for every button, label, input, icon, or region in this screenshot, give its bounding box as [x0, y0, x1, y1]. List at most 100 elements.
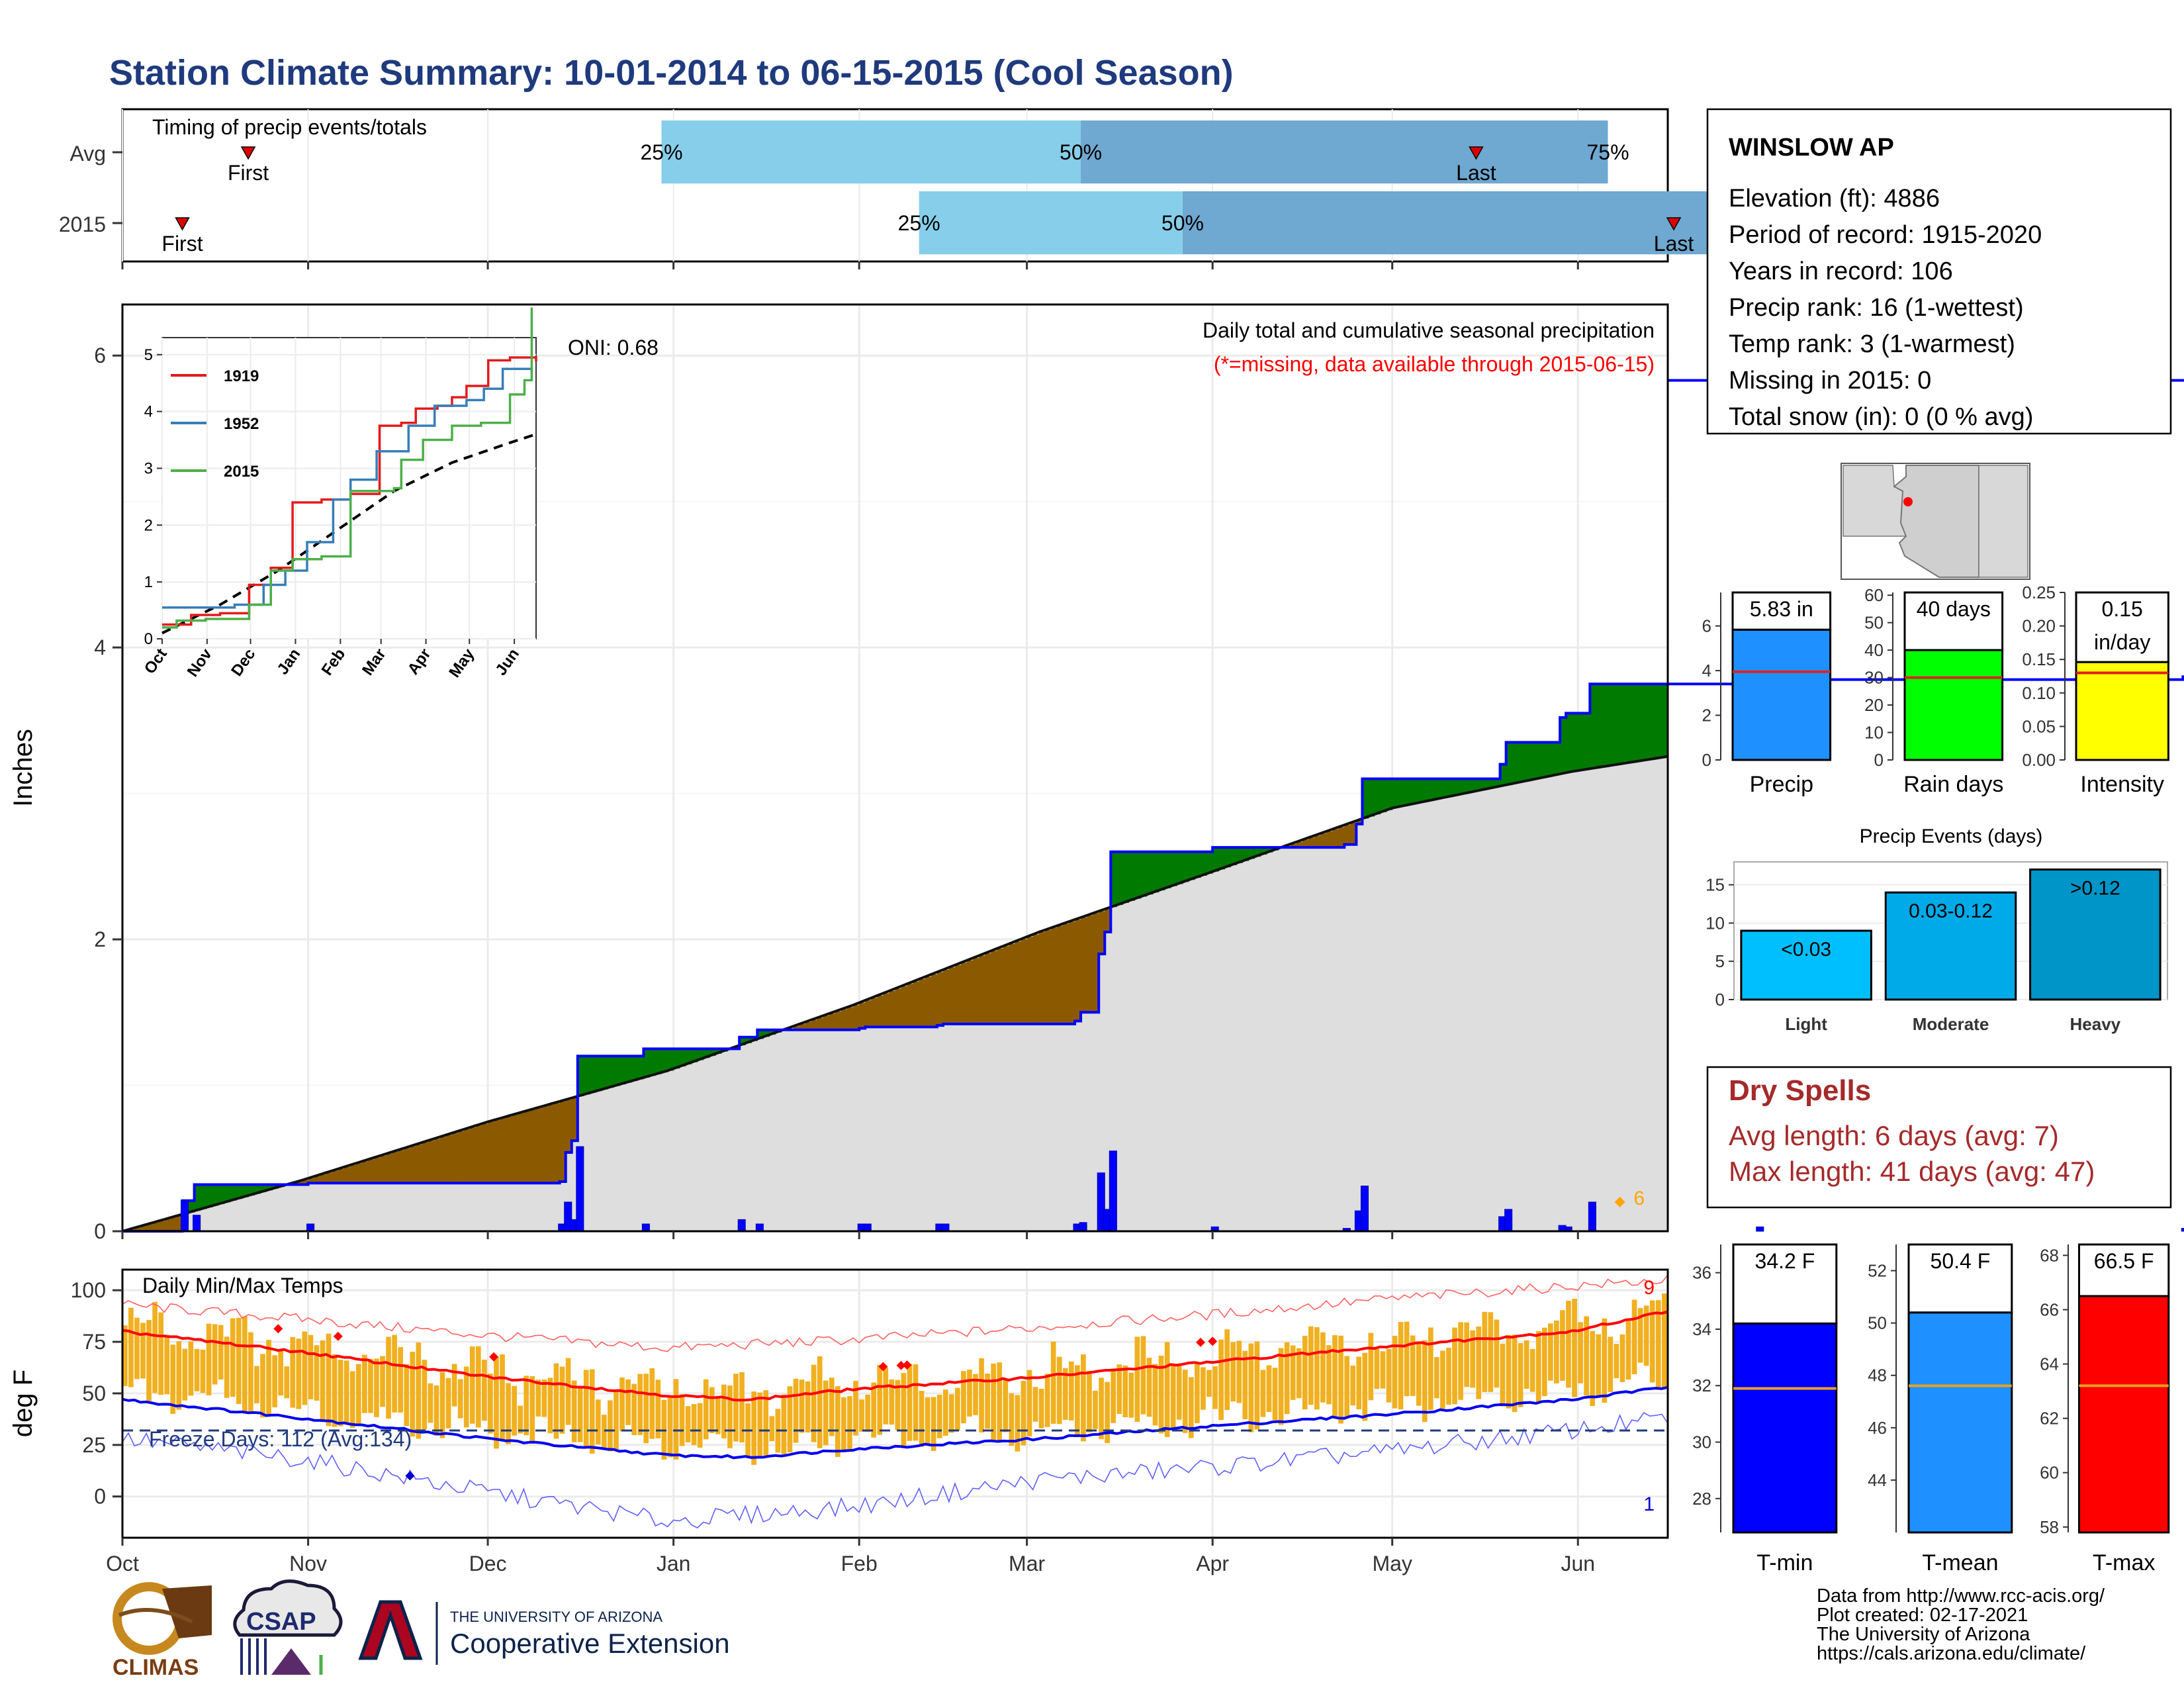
daily-temp-range-bar	[1410, 1335, 1416, 1396]
record-high-marker	[896, 1360, 906, 1370]
record-high-marker	[273, 1324, 283, 1334]
above-normal-fill	[625, 1056, 632, 1083]
daily-temp-range-bar	[332, 1354, 338, 1427]
below-normal-fill	[1326, 831, 1333, 848]
temp-month-label: Nov	[289, 1552, 327, 1575]
daily-temp-range-bar	[865, 1394, 870, 1432]
summary-ytick-label: 0.10	[2022, 683, 2056, 703]
daily-temp-range-bar	[1254, 1341, 1260, 1430]
summary-bar	[1732, 1322, 1838, 1534]
above-normal-fill	[1416, 778, 1423, 804]
record-high-marker	[1196, 1337, 1206, 1347]
temp-month-label: Feb	[841, 1552, 878, 1575]
daily-temp-range-bar	[433, 1385, 439, 1436]
dry-spells-max: Max length: 41 days (avg: 47)	[1729, 1156, 2095, 1187]
station-elevation: Elevation (ft): 4886	[1729, 185, 1940, 212]
below-normal-fill	[1050, 927, 1058, 1024]
daily-temp-range-bar	[1332, 1335, 1338, 1419]
above-normal-fill	[1164, 851, 1171, 888]
normal-max-line	[122, 1310, 1668, 1402]
daily-temp-range-bar	[439, 1372, 445, 1438]
daily-temp-range-bar	[1015, 1395, 1021, 1452]
summary-value-label: 50.4 F	[1931, 1249, 1991, 1273]
above-normal-fill	[1392, 778, 1399, 808]
daily-temp-range-bar	[649, 1368, 655, 1439]
daily-temp-range-bar	[763, 1390, 769, 1456]
above-normal-fill	[1386, 778, 1393, 810]
temp-ylabel: deg F	[9, 1370, 38, 1437]
daily-temp-range-bar	[991, 1363, 996, 1440]
daily-temp-range-bar	[1003, 1380, 1009, 1432]
timing-last-marker	[1666, 217, 1682, 231]
below-normal-fill	[445, 1135, 453, 1184]
daily-temp-range-bar	[224, 1336, 230, 1398]
above-normal-fill	[697, 1049, 704, 1060]
daily-temp-range-bar	[1158, 1355, 1164, 1434]
above-normal-fill	[757, 1029, 764, 1039]
summary-ytick-label: 0.25	[2022, 583, 2056, 602]
below-normal-fill	[967, 960, 974, 1024]
above-normal-fill	[709, 1049, 716, 1056]
below-normal-fill	[1350, 823, 1357, 845]
above-normal-fill	[1643, 684, 1651, 761]
below-normal-fill	[913, 981, 920, 1027]
daily-temp-range-bar	[1350, 1365, 1356, 1406]
inset-ytick-label: 1	[144, 573, 153, 591]
summary-ytick-label: 0	[1874, 750, 1884, 770]
above-normal-fill	[1625, 684, 1633, 763]
summary-ytick-label: 0.05	[2022, 716, 2056, 736]
climas-logo-text: CLIMAS	[113, 1655, 199, 1680]
precip-ytick-label: 4	[94, 635, 106, 659]
daily-temp-range-bar	[1488, 1312, 1494, 1392]
daily-temp-range-bar	[206, 1323, 212, 1395]
summary-value-box	[1731, 591, 1832, 631]
daily-temp-range-bar	[1188, 1377, 1194, 1438]
daily-temp-range-bar	[506, 1383, 511, 1444]
map-arizona-icon	[1841, 463, 2030, 580]
daily-temp-range-bar	[1026, 1370, 1032, 1436]
daily-precip-bar	[737, 1219, 746, 1232]
daily-temp-range-bar	[571, 1380, 577, 1442]
above-normal-fill	[631, 1056, 638, 1081]
summary-ytick-label: 30	[1692, 1432, 1711, 1452]
station-precip-rank: Precip rank: 16 (1-wettest)	[1729, 294, 2024, 322]
above-normal-fill	[1188, 851, 1195, 880]
summary-ytick-label: 34	[1692, 1319, 1711, 1339]
daily-temp-range-bar	[296, 1338, 302, 1409]
daily-temp-range-bar	[637, 1374, 643, 1435]
daily-temp-range-bar	[673, 1379, 679, 1460]
daily-temp-range-bar	[948, 1394, 954, 1433]
summary-ytick-label: 2	[1702, 706, 1711, 726]
below-normal-fill	[871, 998, 878, 1027]
summary-ytick-label: 0.15	[2022, 649, 2056, 669]
daily-temp-range-bar	[1661, 1293, 1667, 1388]
daily-temp-range-bar	[703, 1379, 709, 1440]
above-normal-fill	[1434, 778, 1441, 800]
above-normal-fill	[1398, 778, 1405, 807]
temp-month-label: Dec	[469, 1552, 507, 1575]
below-normal-fill	[422, 1142, 429, 1184]
below-normal-fill	[506, 1116, 512, 1184]
below-normal-fill	[1338, 827, 1345, 848]
daily-temp-range-bar	[355, 1364, 361, 1425]
below-normal-fill	[343, 1166, 351, 1184]
daily-temp-range-bar	[625, 1379, 631, 1425]
record-high-marker	[1208, 1336, 1218, 1346]
daily-temp-range-bar	[1266, 1365, 1272, 1413]
daily-temp-range-bar	[1206, 1370, 1212, 1397]
daily-temp-range-bar	[565, 1358, 571, 1425]
daily-temp-range-bar	[1590, 1331, 1596, 1407]
daily-temp-range-bar	[164, 1335, 170, 1395]
below-normal-fill	[500, 1118, 506, 1184]
normal-min-line	[122, 1385, 1668, 1460]
below-normal-fill	[1302, 839, 1309, 848]
daily-temp-range-bar	[547, 1378, 553, 1434]
daily-temp-range-bar	[595, 1399, 601, 1444]
above-normal-fill	[703, 1049, 710, 1058]
inset-legend-label: 1952	[224, 415, 259, 433]
above-normal-fill	[1152, 851, 1160, 893]
below-normal-fill	[386, 1154, 392, 1184]
daily-temp-range-bar	[343, 1360, 349, 1424]
daily-temp-range-bar	[128, 1307, 134, 1387]
